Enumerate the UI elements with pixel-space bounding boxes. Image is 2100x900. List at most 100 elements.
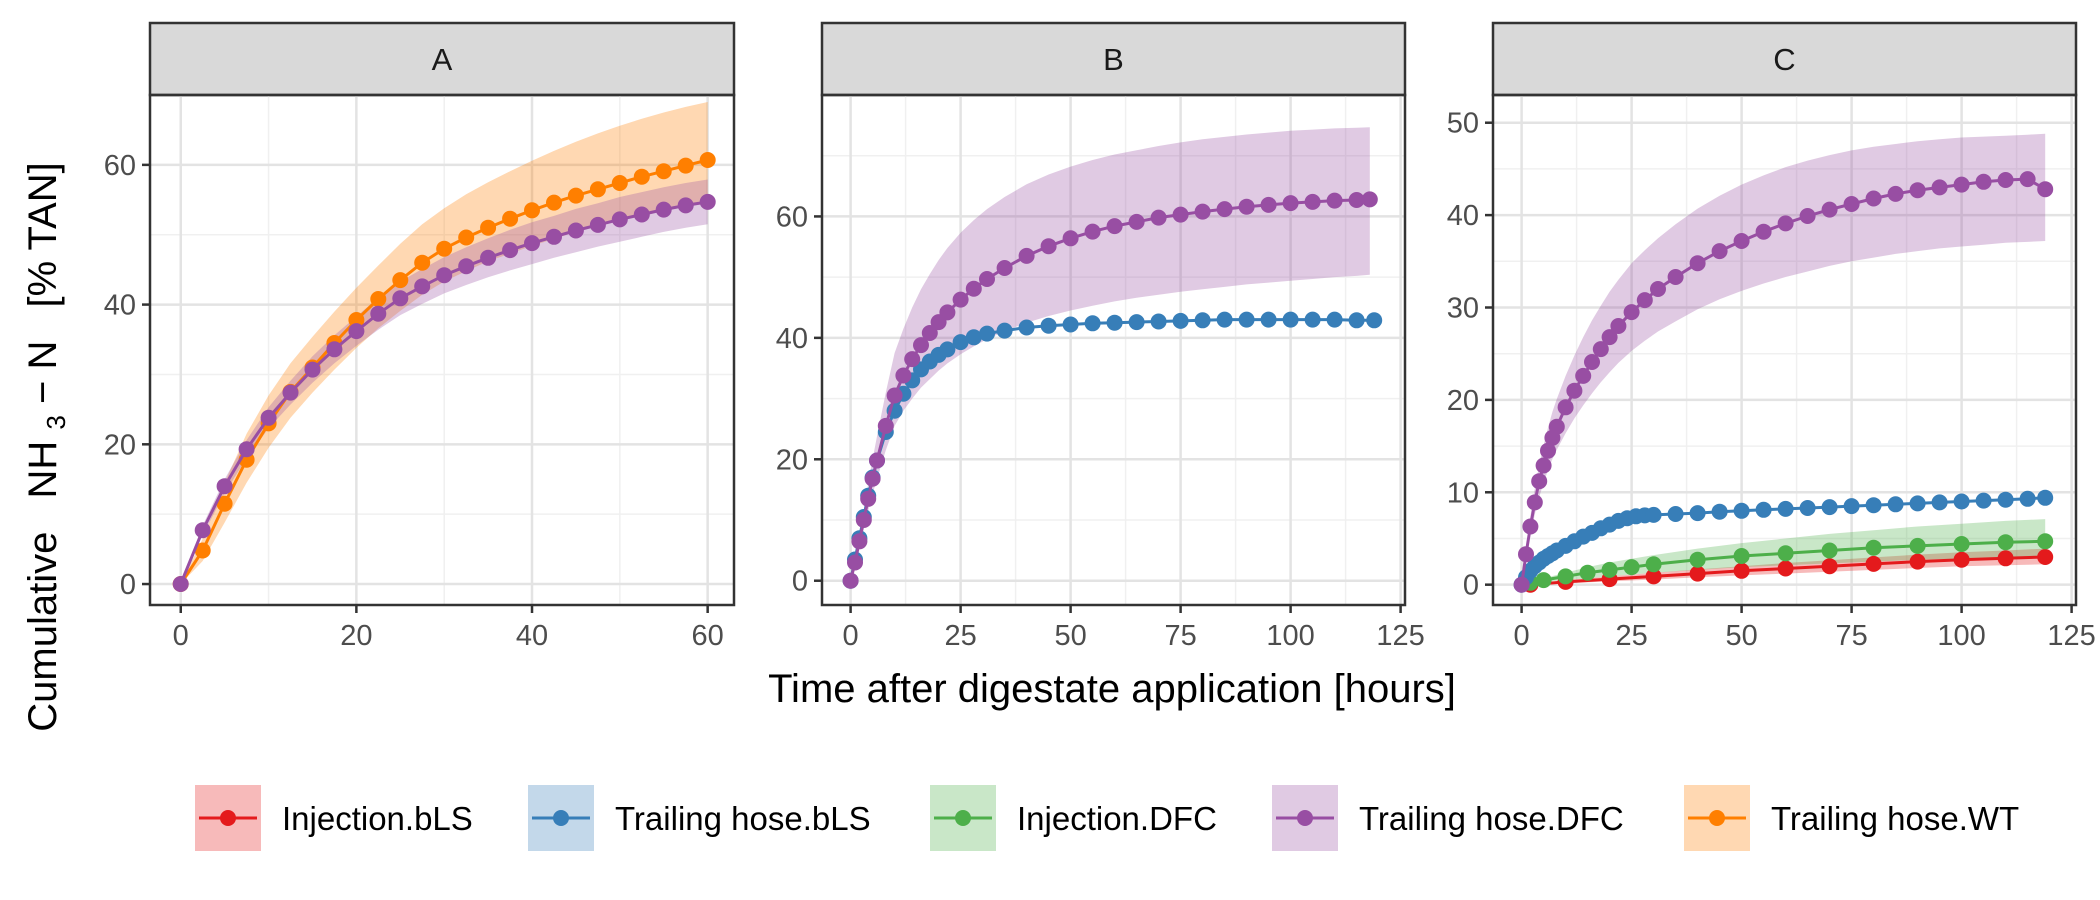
panel-b-border xyxy=(820,93,1407,607)
series-points-c-trailing-hose-bls xyxy=(1513,489,2054,593)
data-point xyxy=(1128,314,1145,331)
data-point xyxy=(1304,311,1321,328)
data-point xyxy=(1711,503,1728,520)
data-point xyxy=(414,278,431,295)
data-point xyxy=(1799,208,1816,224)
data-point xyxy=(1689,551,1706,568)
panel-b-grid xyxy=(822,95,1405,605)
y-axis-title: Cumulative NH 3 − N [% TAN] xyxy=(21,162,74,731)
panel-a-border xyxy=(148,93,736,607)
data-point xyxy=(855,512,872,528)
data-point xyxy=(655,201,672,218)
data-point xyxy=(1535,572,1552,589)
x-tick-label: 125 xyxy=(1376,620,1424,652)
data-point xyxy=(1326,192,1343,209)
data-point xyxy=(1953,536,1970,552)
panel-b-strip-label: B xyxy=(1103,42,1124,77)
data-point xyxy=(1540,442,1556,459)
data-point xyxy=(1777,560,1794,577)
data-point xyxy=(1282,195,1299,212)
panel-c: C 0 25 50 75 100 125 0 10 20 30 40 50 xyxy=(1447,21,2096,652)
data-point xyxy=(677,197,694,214)
data-point xyxy=(1172,206,1189,223)
y-tick-label: 60 xyxy=(104,150,136,182)
data-point xyxy=(1909,537,1926,554)
x-tick-label: 100 xyxy=(1266,620,1314,652)
data-point xyxy=(1610,318,1627,334)
data-point xyxy=(965,329,982,346)
panel-a-plot xyxy=(172,102,716,592)
y-axis-title-species: NH xyxy=(21,441,65,499)
legend-key-point xyxy=(220,810,236,826)
data-point xyxy=(1106,218,1123,235)
data-point xyxy=(1865,497,1882,514)
data-point xyxy=(979,271,995,287)
data-point xyxy=(952,334,969,351)
data-point xyxy=(2019,171,2036,188)
x-tick-label: 20 xyxy=(340,620,372,652)
data-point xyxy=(1348,192,1365,208)
y-tick-label: 40 xyxy=(776,323,808,355)
data-point xyxy=(1566,382,1583,399)
data-point xyxy=(216,478,233,495)
panel-b-plot xyxy=(842,127,1383,589)
x-axis-title: Time after digestate application [hours] xyxy=(768,667,1456,711)
data-point xyxy=(1260,196,1277,213)
data-point xyxy=(1997,491,2014,508)
data-point xyxy=(1062,230,1079,247)
data-point xyxy=(1975,173,1992,190)
data-point xyxy=(370,291,387,307)
panel-c-axes: 0 25 50 75 100 125 0 10 20 30 40 50 xyxy=(1447,108,2096,652)
data-point xyxy=(348,323,365,340)
y-tick-label: 0 xyxy=(1463,570,1479,602)
data-point xyxy=(1238,311,1255,328)
legend-item-trailing-hose-dfc: Trailing hose.DFC xyxy=(1272,785,1624,851)
data-point xyxy=(1522,518,1539,535)
y-tick-label: 10 xyxy=(1447,477,1479,509)
x-tick-label: 25 xyxy=(944,620,976,652)
ribbon-b-trailing-hose-dfc xyxy=(850,127,1370,581)
legend-label: Trailing hose.WT xyxy=(1771,800,2019,837)
x-tick-label: 125 xyxy=(2047,620,2095,652)
data-point xyxy=(2037,489,2054,506)
data-point xyxy=(1667,269,1684,285)
legend-label: Injection.DFC xyxy=(1017,800,1217,837)
data-point xyxy=(851,533,868,550)
data-point xyxy=(1062,316,1079,333)
y-axis-title-subscript: 3 xyxy=(41,415,71,429)
legend-label: Trailing hose.bLS xyxy=(615,800,871,837)
legend-key-point xyxy=(553,810,569,826)
data-point xyxy=(326,341,343,358)
data-point xyxy=(1150,313,1167,330)
legend-key-point xyxy=(1297,810,1313,826)
data-point xyxy=(1865,555,1882,572)
data-point xyxy=(1282,311,1299,328)
data-point xyxy=(567,222,584,239)
x-tick-label: 0 xyxy=(173,620,189,652)
data-point xyxy=(1909,553,1926,570)
data-point xyxy=(567,187,584,204)
panel-a-grid xyxy=(150,95,734,605)
data-point xyxy=(952,291,969,308)
panel-b: B 0 25 50 75 100 125 0 20 40 60 xyxy=(776,21,1425,652)
data-point xyxy=(869,452,885,469)
data-point xyxy=(633,168,650,185)
data-point xyxy=(1799,500,1816,516)
data-point xyxy=(1518,546,1534,563)
data-point xyxy=(886,387,903,404)
data-point xyxy=(1733,502,1750,519)
data-point xyxy=(1733,548,1750,564)
data-point xyxy=(546,228,562,245)
data-point xyxy=(1194,312,1211,329)
data-point xyxy=(2019,490,2036,507)
data-point xyxy=(392,272,409,289)
panel-c-border xyxy=(1491,93,2078,607)
data-point xyxy=(1216,311,1233,328)
ribbon-c-trailing-hose-dfc xyxy=(1521,133,2046,585)
data-point xyxy=(348,312,365,328)
data-point xyxy=(611,175,628,191)
data-point xyxy=(1548,418,1565,435)
data-point xyxy=(913,337,929,354)
ribbon-a-trailing-hose-dfc xyxy=(180,179,708,584)
